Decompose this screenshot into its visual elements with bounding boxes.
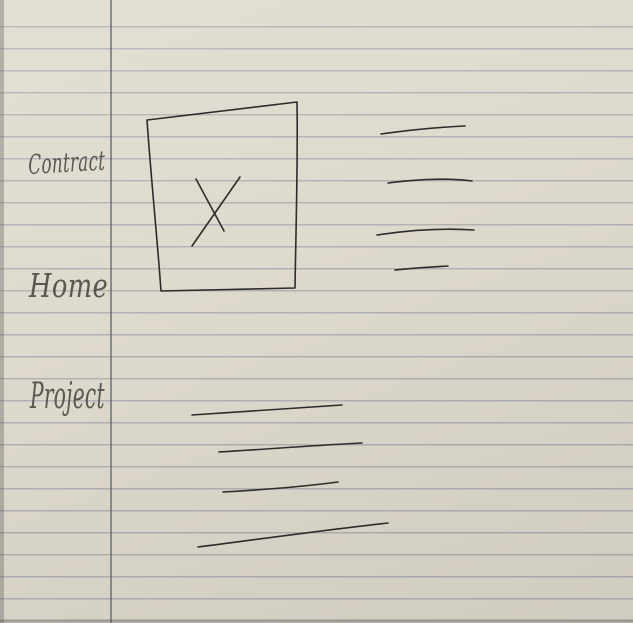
paper-left-edge <box>0 0 4 623</box>
sidebar-divider <box>110 0 112 623</box>
paper-bottom-edge <box>0 619 633 623</box>
placeholder-cross-stroke-a <box>195 178 225 232</box>
nav-link-project[interactable]: Project <box>30 376 105 417</box>
image-placeholder-frame <box>146 101 299 292</box>
image-placeholder-icon <box>191 176 241 247</box>
nav-link-home[interactable]: Home <box>29 266 109 305</box>
side-text-line <box>394 265 449 271</box>
content-text-line <box>218 442 363 453</box>
content-text-line <box>191 404 343 416</box>
side-text-block <box>376 125 475 271</box>
side-text-line <box>387 178 473 184</box>
content-text-line <box>197 522 389 548</box>
side-text-line <box>376 228 475 236</box>
content-text-line <box>222 481 339 493</box>
placeholder-cross-stroke-b <box>191 176 241 247</box>
side-text-line <box>380 125 466 135</box>
content-text-block <box>191 404 389 548</box>
image-placeholder <box>146 101 299 292</box>
